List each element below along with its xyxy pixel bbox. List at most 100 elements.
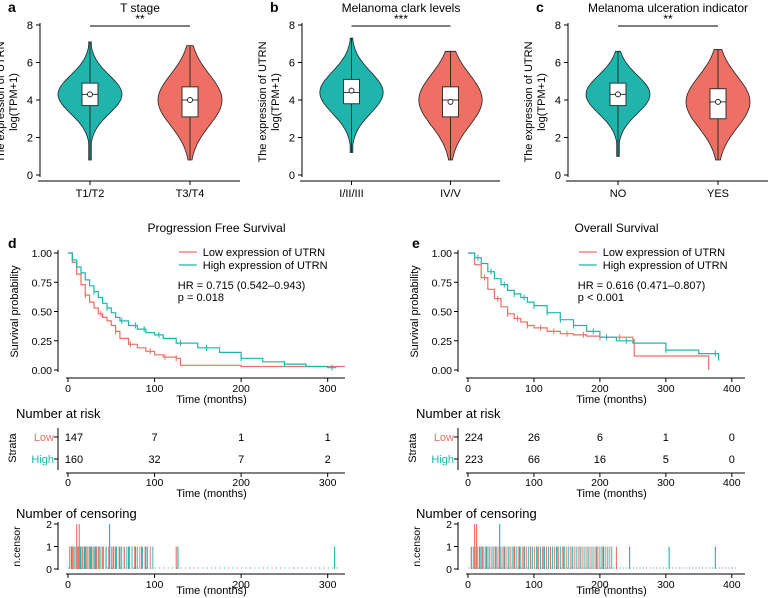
panel-label-e: e [412, 235, 420, 251]
survival-curve-e-0 [468, 252, 710, 370]
y-tick-label-c: 4 [555, 95, 561, 107]
x-tick-label-e: 400 [723, 383, 741, 395]
significance-label-b: *** [394, 12, 408, 26]
y-tick-label-a: 4 [27, 95, 33, 107]
y-tick-label-e: 0.50 [432, 307, 453, 319]
panel-label-d: d [8, 235, 17, 251]
risk-count-d: 2 [325, 454, 331, 466]
censoring-x-tick-label-e: 400 [723, 579, 741, 591]
box-mean-a-0 [87, 91, 93, 98]
risk-table-strata-e: Strata [407, 432, 419, 462]
legend-label-e-0: Low expression of UTRN [603, 247, 725, 259]
risk-x-tick-label-e: 200 [591, 477, 609, 489]
chart-title-c: Melanoma ulceration indicator [588, 1, 748, 15]
chart-title-b: Melanoma clark levels [342, 1, 461, 15]
x-tick-label-b: IV/V [440, 188, 461, 200]
y-tick-label-e: 0.25 [432, 336, 453, 348]
y-axis-label-b: log(TPM+1) [270, 73, 282, 131]
censoring-x-tick-label-e: 200 [591, 579, 609, 591]
risk-x-tick-label-d: 0 [65, 477, 71, 489]
y-tick-label-c: 2 [555, 133, 561, 145]
panel-label-a: a [8, 0, 16, 15]
risk-count-d: 1 [325, 432, 331, 444]
y-tick-label-c: 8 [555, 20, 561, 32]
x-axis-label-e: Time (months) [576, 394, 647, 406]
chart-title-d: Progression Free Survival [147, 221, 285, 235]
censoring-x-axis-label-e: Time (months) [576, 585, 647, 597]
censoring-x-tick-label-d: 100 [146, 579, 164, 591]
risk-row-label-d: Low [34, 432, 54, 444]
censoring-x-axis-label-d: Time (months) [176, 585, 247, 597]
y-tick-label-c: 0 [555, 170, 561, 182]
x-tick-label-e: 100 [525, 383, 543, 395]
x-tick-label-a: T1/T2 [76, 188, 105, 200]
risk-count-d: 7 [238, 454, 244, 466]
x-tick-label-d: 100 [146, 383, 164, 395]
censoring-x-tick-label-d: 0 [65, 579, 71, 591]
significance-label-c: ** [663, 12, 673, 26]
risk-table-strata-d: Strata [7, 432, 19, 462]
p-value-d: p = 0.018 [178, 292, 224, 304]
risk-row-label-e: High [431, 454, 454, 466]
y-tick-label-d: 0.25 [32, 336, 53, 348]
censoring-y-tick-label-e: 2 [446, 519, 452, 531]
panel-label-b: b [270, 0, 279, 15]
y-tick-label-a: 6 [27, 58, 33, 70]
box-mean-a-1 [187, 97, 193, 103]
censoring-title-d: Number of censoring [16, 506, 137, 521]
x-tick-label-e: 200 [591, 383, 609, 395]
risk-x-axis-label-d: Time (months) [176, 488, 247, 500]
x-tick-label-d: 200 [232, 383, 250, 395]
y-tick-label-b: 4 [289, 95, 295, 107]
risk-x-tick-label-d: 100 [146, 477, 164, 489]
y-tick-label-e: 0.75 [432, 277, 453, 289]
risk-count-e: 5 [663, 454, 669, 466]
risk-count-d: 32 [148, 454, 160, 466]
y-tick-label-b: 6 [289, 58, 295, 70]
chart-title-a: T stage [120, 1, 160, 15]
risk-x-axis-label-e: Time (months) [576, 488, 647, 500]
risk-table-title-e: Number at risk [416, 406, 501, 421]
hazard-ratio-e: HR = 0.616 (0.471–0.807) [578, 280, 706, 292]
y-axis-label-d: Survival probability [9, 265, 21, 358]
risk-table-title-d: Number at risk [16, 406, 101, 421]
box-mean-c-1 [715, 98, 721, 105]
legend-label-d-0: Low expression of UTRN [203, 247, 325, 259]
risk-count-e: 26 [528, 432, 540, 444]
y-tick-label-b: 2 [289, 133, 295, 145]
y-axis-label-a: log(TPM+1) [8, 73, 20, 131]
significance-label-a: ** [135, 12, 145, 26]
survival-curve-d-1 [68, 252, 337, 369]
y-axis-label-a: The expression of UTRN [0, 41, 7, 162]
risk-count-e: 223 [465, 454, 483, 466]
censoring-x-tick-label-d: 300 [319, 579, 337, 591]
risk-count-e: 1 [663, 432, 669, 444]
x-tick-label-c: NO [610, 188, 627, 200]
risk-row-label-e: Low [434, 432, 454, 444]
x-tick-label-a: T3/T4 [176, 188, 205, 200]
risk-count-e: 66 [528, 454, 540, 466]
risk-count-d: 160 [65, 454, 83, 466]
y-tick-label-e: 0.00 [432, 365, 453, 377]
censoring-y-tick-label-e: 1 [446, 542, 452, 554]
risk-x-tick-label-e: 0 [465, 477, 471, 489]
panel-label-c: c [536, 0, 544, 15]
y-axis-label-e: Survival probability [409, 265, 421, 358]
y-axis-label-c: log(TPM+1) [536, 73, 548, 131]
x-tick-label-d: 300 [319, 383, 337, 395]
censoring-x-tick-label-d: 200 [232, 579, 250, 591]
box-mean-c-0 [615, 91, 621, 98]
y-tick-label-d: 0.50 [32, 307, 53, 319]
censoring-y-tick-label-d: 2 [46, 519, 52, 531]
risk-x-tick-label-e: 300 [657, 477, 675, 489]
y-axis-label-c: The expression of UTRN [523, 41, 535, 162]
x-tick-label-d: 0 [65, 383, 71, 395]
y-tick-label-d: 1.00 [32, 248, 53, 260]
p-value-e: p < 0.001 [578, 292, 624, 304]
risk-count-d: 1 [238, 432, 244, 444]
risk-row-label-d: High [31, 454, 54, 466]
censoring-y-label-d: n.censor [11, 526, 23, 567]
y-tick-label-b: 8 [289, 20, 295, 32]
censoring-y-tick-label-e: 0 [446, 564, 452, 576]
